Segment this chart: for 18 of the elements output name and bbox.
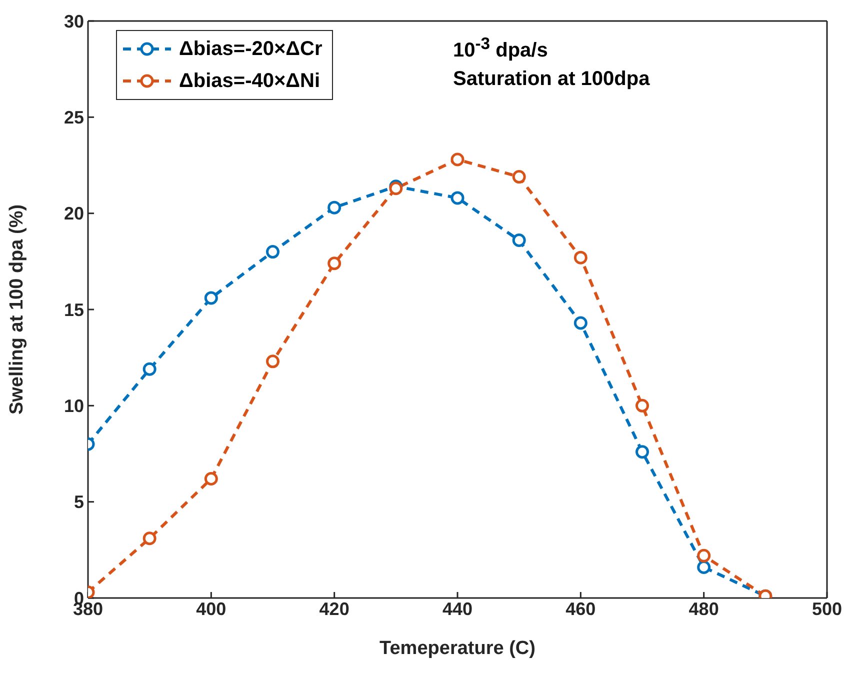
x-tick-label: 440: [442, 598, 473, 619]
x-tick-label: 500: [812, 598, 842, 619]
annotation: 10$^{-3}$ dpa/s: [453, 34, 548, 63]
x-tick-label: 480: [688, 598, 719, 619]
annotation: Saturation at 100dpa: [453, 68, 650, 91]
y-tick-label: 10: [64, 396, 84, 416]
legend-label: Δbias=-20×ΔCr: [179, 37, 322, 62]
x-axis-title: Temeperature (C): [380, 638, 536, 659]
y-tick-label: 5: [74, 492, 84, 512]
y-tick-label: 30: [64, 11, 84, 32]
y-axis-title: Swelling at 100 dpa (%): [6, 204, 28, 415]
legend-label: Δbias=-40×ΔNi: [179, 69, 320, 94]
y-tick-label: 25: [64, 108, 84, 128]
y-tick-label: 15: [64, 300, 84, 320]
x-tick-label: 420: [319, 598, 350, 619]
x-tick-label: 400: [196, 598, 226, 619]
x-tick-label: 460: [566, 598, 596, 619]
y-tick-label: 20: [64, 204, 84, 224]
